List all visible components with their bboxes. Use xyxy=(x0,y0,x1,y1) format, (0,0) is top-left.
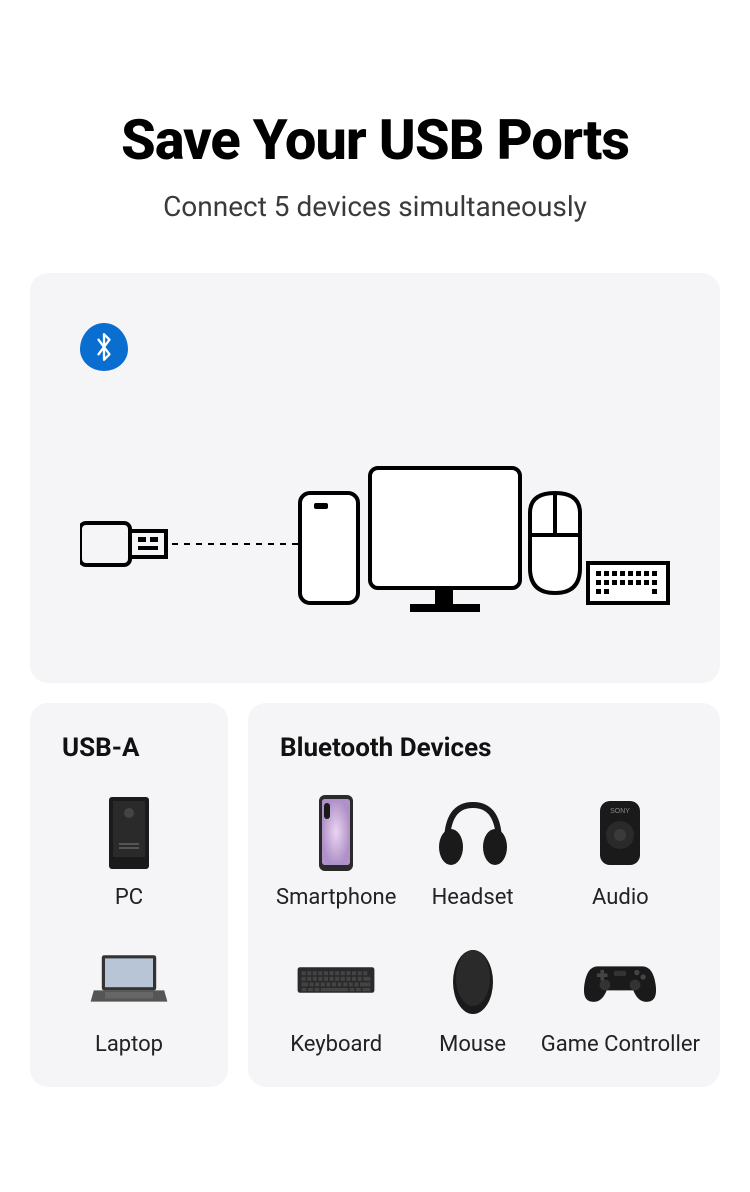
game-controller-icon xyxy=(580,940,660,1020)
bt-card-title: Bluetooth Devices xyxy=(268,733,700,763)
device-item-laptop: Laptop xyxy=(89,940,169,1057)
device-label: Mouse xyxy=(439,1032,506,1057)
device-label: Laptop xyxy=(95,1032,163,1057)
pc-tower-icon xyxy=(89,793,169,873)
mouse-icon xyxy=(433,940,513,1020)
device-item-smartphone: Smartphone xyxy=(276,793,396,910)
device-label: PC xyxy=(115,885,143,910)
laptop-icon xyxy=(89,940,169,1020)
connection-diagram xyxy=(80,463,670,623)
usb-a-card: USB-A PC xyxy=(30,703,228,1087)
device-item-mouse: Mouse xyxy=(433,940,513,1057)
header: Save Your USB Ports Connect 5 devices si… xyxy=(30,0,720,223)
keyboard-icon xyxy=(296,940,376,1020)
bluetooth-devices-card: Bluetooth Devices Smartphone xyxy=(248,703,720,1087)
svg-text:SONY: SONY xyxy=(610,808,630,815)
device-item-controller: Game Controller xyxy=(541,940,700,1057)
device-label: Audio xyxy=(592,885,649,910)
cards-row: USB-A PC xyxy=(30,703,720,1087)
usb-card-title: USB-A xyxy=(50,733,208,763)
headset-icon xyxy=(433,793,513,873)
device-item-keyboard: Keyboard xyxy=(290,940,382,1057)
smartphone-icon xyxy=(296,793,376,873)
speaker-icon: SONY xyxy=(580,793,660,873)
device-item-audio: SONY Audio xyxy=(580,793,660,910)
hero-diagram-card xyxy=(30,273,720,683)
device-item-pc: PC xyxy=(89,793,169,910)
device-label: Keyboard xyxy=(290,1032,382,1057)
bluetooth-icon xyxy=(80,323,128,371)
page-title: Save Your USB Ports xyxy=(30,110,720,172)
page-subtitle: Connect 5 devices simultaneously xyxy=(30,190,720,223)
device-label: Smartphone xyxy=(276,885,396,910)
device-label: Game Controller xyxy=(541,1032,700,1057)
device-label: Headset xyxy=(432,885,514,910)
device-item-headset: Headset xyxy=(432,793,514,910)
